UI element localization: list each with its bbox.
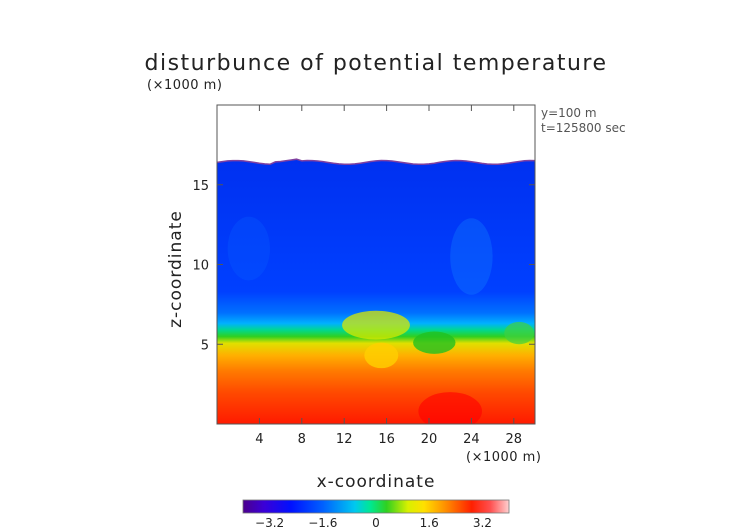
field-feature <box>413 331 456 354</box>
y-tick-label: 10 <box>192 259 209 274</box>
colorbar-swatch <box>242 499 510 514</box>
field-features <box>227 216 534 424</box>
chart-title: disturbunce of potential temperature <box>145 51 608 76</box>
domain-top-line <box>217 158 535 166</box>
x-tick-label: 24 <box>463 432 480 447</box>
plot-area: 4 8 12 16 20 24 28 5 10 15 <box>192 104 536 447</box>
colorbar-ticks: −3.2 −1.6 0 1.6 3.2 <box>255 516 492 530</box>
colorbar: −3.2 −1.6 0 1.6 3.2 <box>242 499 510 530</box>
field-feature <box>418 392 482 424</box>
field-feature <box>227 216 270 281</box>
x-axis-label: x-coordinate <box>317 472 436 492</box>
y-axis: 5 10 15 <box>192 179 535 353</box>
annotation-y: y=100 m <box>541 106 597 120</box>
x-tick-label: 8 <box>298 432 306 447</box>
x-tick-label: 12 <box>336 432 353 447</box>
x-unit-label: (×1000 m) <box>466 450 541 465</box>
colorbar-tick-label: 0 <box>372 516 380 530</box>
colorbar-tick-label: −3.2 <box>255 516 284 530</box>
x-tick-label: 16 <box>378 432 395 447</box>
x-tick-label: 28 <box>506 432 523 447</box>
x-tick-label: 20 <box>421 432 438 447</box>
field-feature <box>450 218 493 295</box>
colorbar-tick-label: −1.6 <box>308 516 337 530</box>
y-axis-label: z-coordinate <box>166 210 186 328</box>
x-axis: 4 8 12 16 20 24 28 <box>255 105 522 447</box>
x-tick-label: 4 <box>255 432 263 447</box>
colorbar-tick-label: 1.6 <box>420 516 439 530</box>
annotation-t: t=125800 sec <box>541 121 626 135</box>
field-shape <box>217 159 535 424</box>
colorbar-tick-label: 3.2 <box>473 516 492 530</box>
field-feature <box>364 342 399 369</box>
y-unit-label: (×1000 m) <box>147 78 222 93</box>
y-tick-label: 5 <box>201 338 209 353</box>
field-feature <box>342 310 410 340</box>
y-tick-label: 15 <box>192 179 209 194</box>
field-feature <box>504 321 534 345</box>
